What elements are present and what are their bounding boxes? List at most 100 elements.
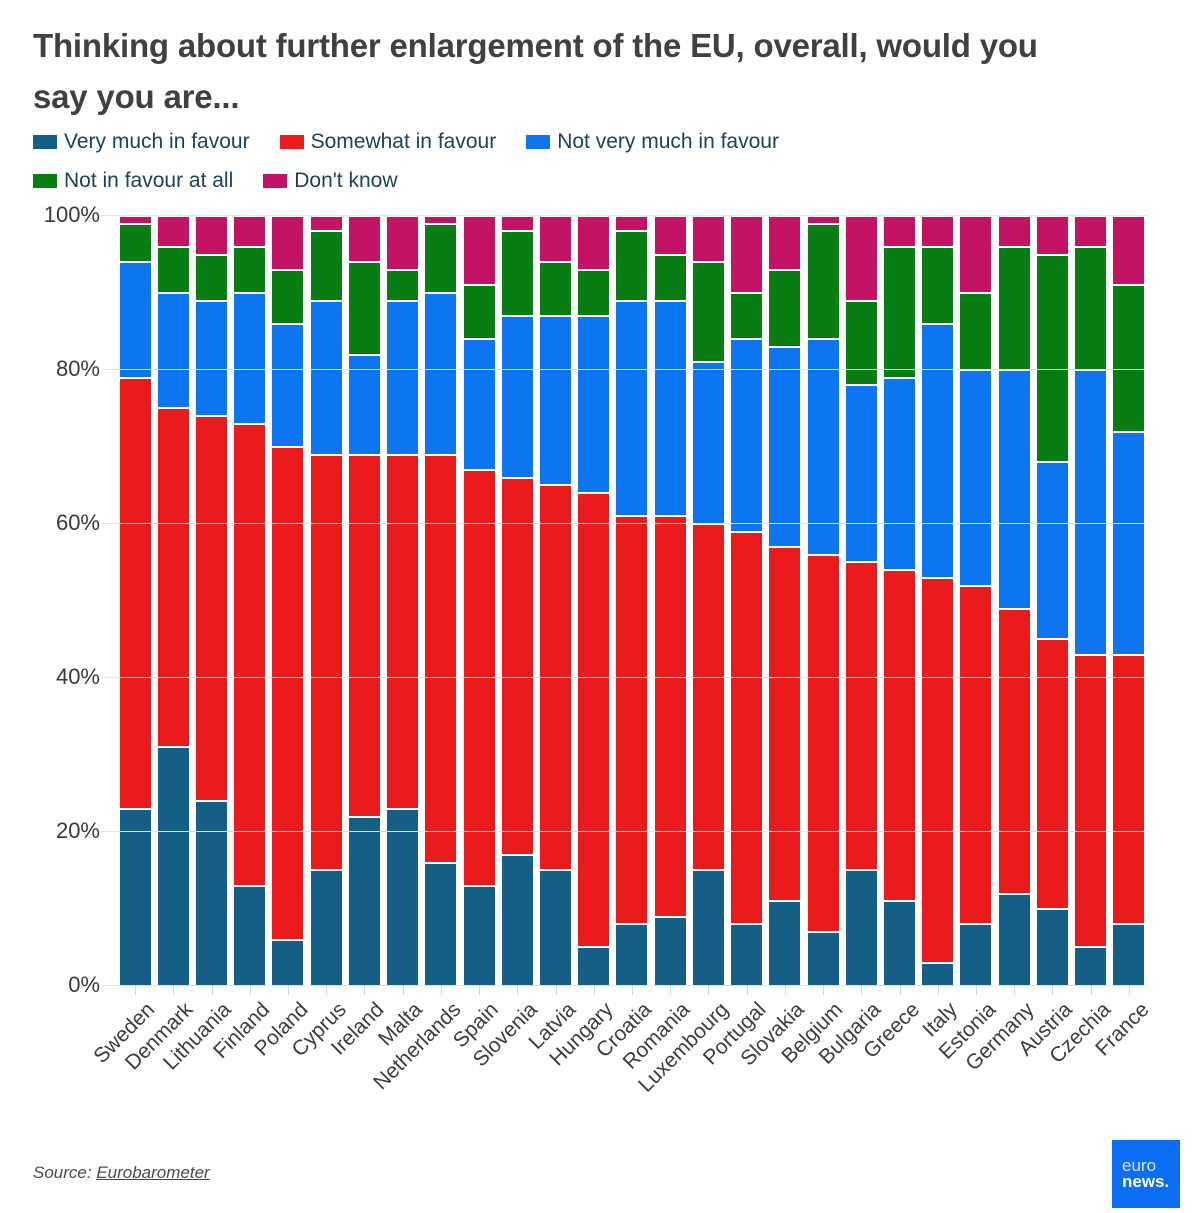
bar-segment-somewhat-in-favour [310,453,342,870]
bar-segment-don-t-know [196,215,228,254]
bar-segment-very-much-in-favour [845,869,877,985]
bar-column-luxembourg [689,215,727,985]
bar-segment-not-very-much-in-favour [387,299,419,454]
bar-segment-not-very-much-in-favour [654,299,686,516]
bar-segment-don-t-know [234,215,266,246]
bar-segment-not-very-much-in-favour [234,291,266,423]
bar-segment-not-very-much-in-favour [196,299,228,416]
bar-segment-somewhat-in-favour [463,469,495,885]
bar-segment-somewhat-in-favour [1113,653,1145,924]
bar-segment-very-much-in-favour [1036,907,1068,985]
bar-segment-very-much-in-favour [807,931,839,985]
bar-segment-very-much-in-favour [463,884,495,985]
legend-swatch-somewhat-in-favour [279,135,304,149]
source-link[interactable]: Eurobarometer [96,1163,210,1182]
bar-latvia [540,215,572,985]
bar-segment-don-t-know [883,215,915,246]
bar-segment-not-very-much-in-favour [769,345,801,547]
bar-czechia [1075,215,1107,985]
bar-segment-somewhat-in-favour [654,515,686,916]
bar-segment-very-much-in-favour [196,800,228,985]
bar-poland [272,215,304,985]
y-axis-label: 80% [55,356,100,381]
bar-column-italy [919,215,957,985]
bar-segment-don-t-know [310,215,342,231]
bar-segment-not-in-favour-at-all [196,253,228,300]
bar-column-sweden [116,215,154,985]
bar-segment-not-in-favour-at-all [654,253,686,300]
bar-segment-don-t-know [348,215,380,262]
bar-segment-not-in-favour-at-all [387,268,419,300]
bar-column-germany [995,215,1033,985]
bar-segment-don-t-know [272,215,304,269]
bar-segment-don-t-know [1113,215,1145,285]
bar-segment-somewhat-in-favour [769,546,801,901]
logo-line-euro: euro [1122,1156,1157,1175]
bar-segment-very-much-in-favour [501,854,533,985]
bar-segment-not-very-much-in-favour [501,315,533,477]
bar-segment-not-very-much-in-favour [998,368,1030,608]
bar-segment-very-much-in-favour [922,961,954,985]
bar-segment-not-very-much-in-favour [540,315,572,485]
bar-column-greece [880,215,918,985]
bar-segment-not-very-much-in-favour [616,299,648,516]
bar-segment-don-t-know [960,215,992,292]
bars-container [116,215,1148,985]
x-axis-tick [593,985,595,995]
bar-segment-don-t-know [157,215,189,246]
bar-segment-very-much-in-favour [578,946,610,985]
bar-segment-somewhat-in-favour [387,453,419,808]
x-axis-tick [632,985,633,995]
bar-segment-not-in-favour-at-all [1075,245,1107,369]
bar-segment-somewhat-in-favour [234,422,266,885]
y-axis-label: 100% [43,202,100,227]
bar-segment-don-t-know [1075,215,1107,246]
y-axis-label: 40% [55,664,100,689]
bar-ireland [348,215,380,985]
bar-segment-very-much-in-favour [157,746,189,985]
bar-segment-somewhat-in-favour [348,453,380,816]
bar-segment-not-very-much-in-favour [731,338,763,531]
bar-sweden [119,215,151,985]
bar-column-austria [1033,215,1071,985]
bar-segment-not-very-much-in-favour [922,322,954,577]
bar-segment-don-t-know [654,215,686,254]
bar-segment-not-in-favour-at-all [272,268,304,323]
bar-column-hungary [575,215,613,985]
gridline [102,985,1148,986]
bar-finland [234,215,266,985]
bar-segment-don-t-know [578,215,610,269]
x-axis-tick [249,985,251,995]
gridline [102,677,1148,678]
bar-segment-not-in-favour-at-all [922,245,954,323]
bar-segment-not-in-favour-at-all [119,222,151,262]
x-axis-tick [555,985,557,995]
bar-slovakia [769,215,801,985]
bar-segment-very-much-in-favour [616,923,648,985]
x-axis-tick [708,985,710,995]
bar-segment-not-in-favour-at-all [998,245,1030,369]
x-axis-tick [784,985,786,995]
bar-segment-somewhat-in-favour [692,522,724,870]
bar-france [1113,215,1145,985]
bar-segment-somewhat-in-favour [196,415,228,801]
bar-column-poland [269,215,307,985]
y-axis: 100% 80% 60% 40% 20% 0% [0,203,100,997]
x-axis-tick [670,985,672,995]
bar-segment-somewhat-in-favour [119,376,151,808]
bar-segment-don-t-know [425,215,457,223]
bar-segment-very-much-in-favour [731,923,763,985]
bar-austria [1036,215,1068,985]
bar-segment-not-in-favour-at-all [807,222,839,339]
bar-segment-not-in-favour-at-all [883,245,915,377]
bar-segment-somewhat-in-favour [922,576,954,962]
legend-row: Very much in favour Somewhat in favour Not… [33,130,779,154]
bar-column-denmark [154,215,192,985]
bar-segment-not-in-favour-at-all [234,245,266,292]
legend-row: Not in favour at all Don't know [33,169,779,193]
legend-swatch-not-very-much-in-favour [526,135,551,149]
bar-germany [998,215,1030,985]
bar-segment-don-t-know [1036,215,1068,254]
gridline [102,831,1148,832]
bar-slovenia [501,215,533,985]
